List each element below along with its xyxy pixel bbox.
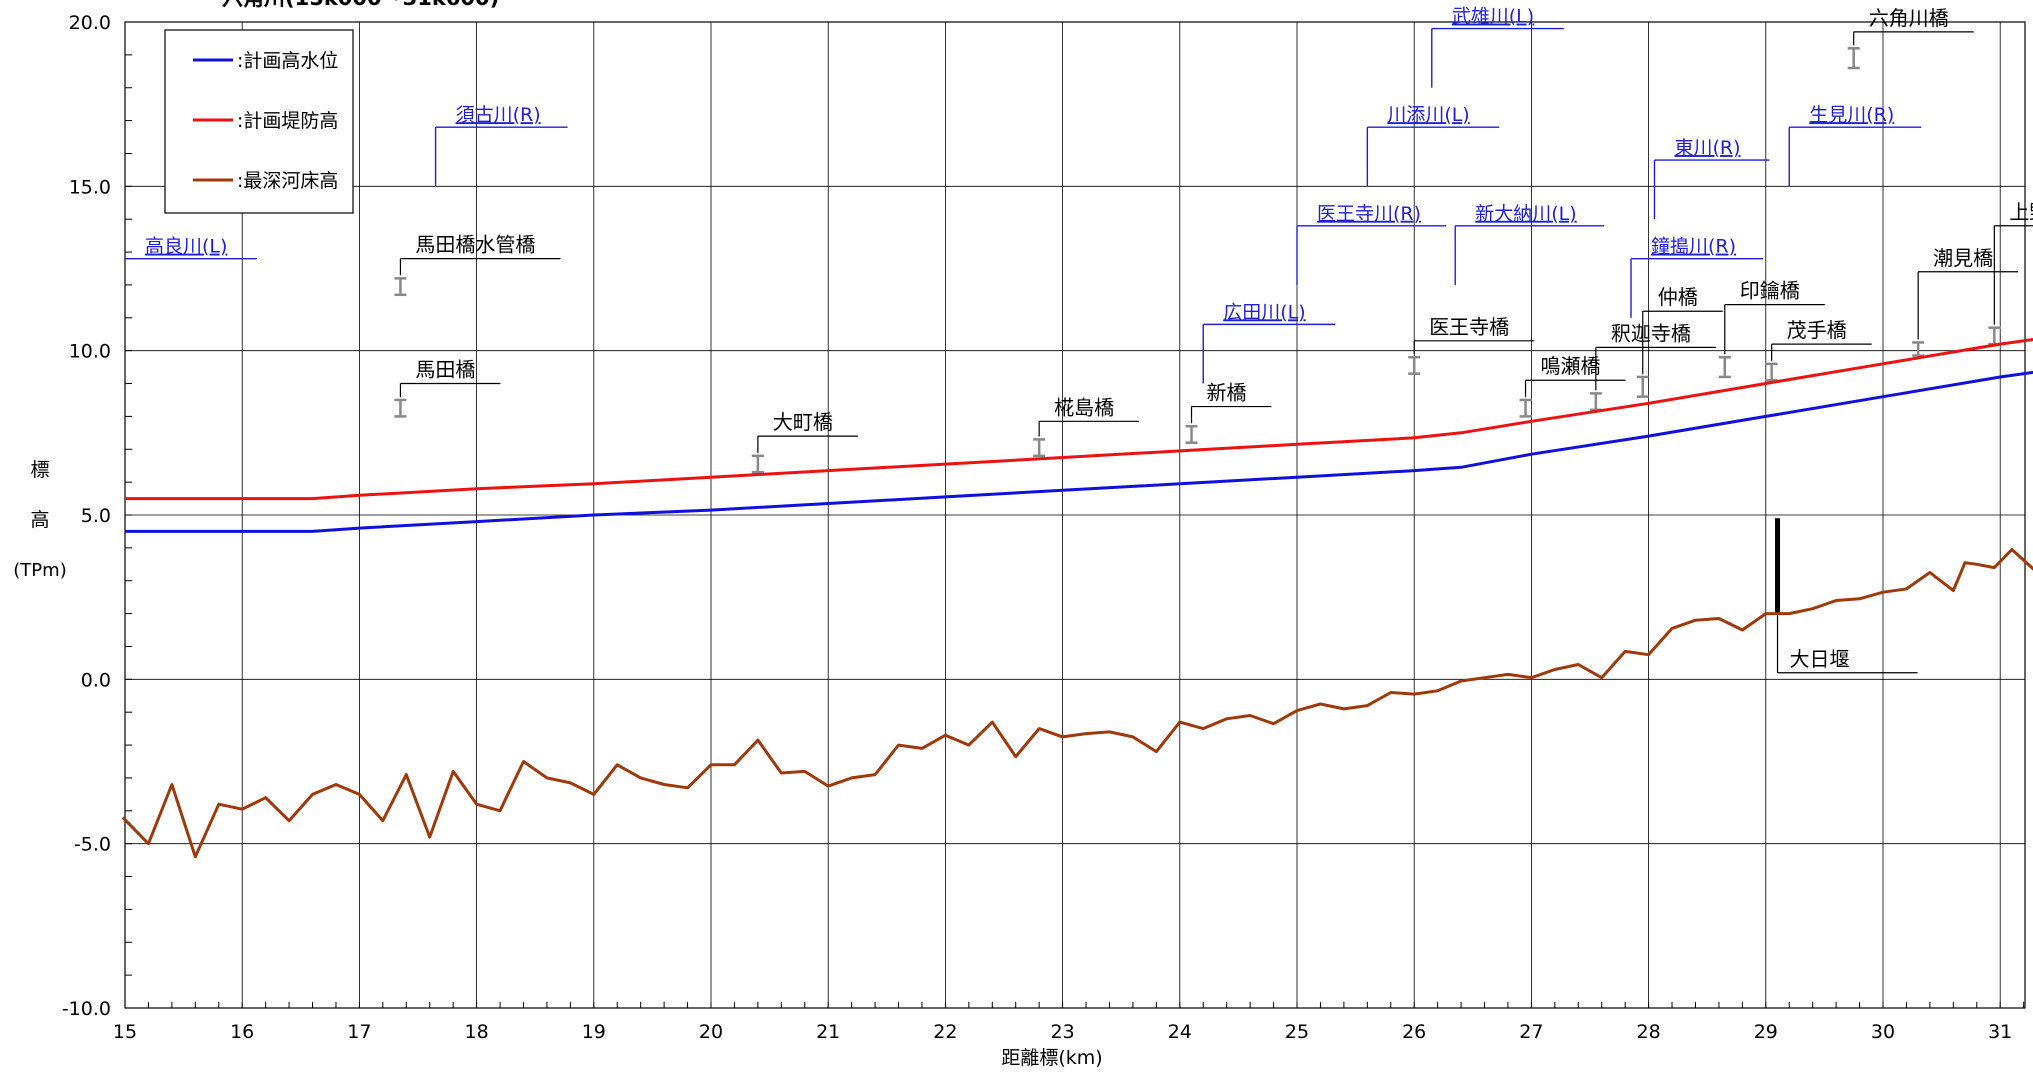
series-lines [121,337,2033,859]
series-line-1 [125,370,2033,533]
x-tick-label: 20 [699,1021,723,1043]
x-tick-label: 24 [1168,1021,1192,1043]
y-tick-label: -10.0 [62,998,111,1020]
bridge-label: 印鑰橋 [1740,279,1800,303]
x-tick-label: 15 [113,1021,137,1043]
x-tick-label: 30 [1871,1021,1895,1043]
tributary-label: 新大納川(L) [1475,203,1576,225]
x-tick-label: 22 [933,1021,957,1043]
bridge-label: 大町橋 [773,410,833,434]
legend-label: :計画堤防高 [237,110,338,132]
bridge-label: 椛島橋 [1054,395,1114,419]
series-line-2 [125,337,2033,501]
y-axis-label-char-2: 高 [30,509,49,531]
tributary-label: 川添川(L) [1387,104,1469,126]
x-tick-label: 26 [1402,1021,1426,1043]
x-tick-label: 19 [582,1021,606,1043]
bridge-label: 鳴瀬橋 [1541,354,1601,378]
bridge-label: 釈迦寺橋 [1611,321,1691,345]
x-tick-label: 21 [816,1021,840,1043]
y-tick-label: 15.0 [69,176,111,198]
tributary-label: 武雄川(L) [1452,6,1534,28]
bridge-label: 潮見橋 [1933,246,1993,270]
annotations: 高良川(L) 須古川(R) 広田川(L) 医王寺川(R) 川添川(L) 武雄川(L) 新大納… [125,6,2033,674]
x-tick-label: 18 [465,1021,489,1043]
x-tick-label: 27 [1519,1021,1543,1043]
x-tick-label: 23 [1051,1021,1075,1043]
tributary-label: 高良川(L) [145,236,227,258]
x-tick-label: 28 [1637,1021,1661,1043]
tributary-label: 東川(R) [1674,137,1740,159]
tributary-label: 鐘搗川(R) [1651,236,1736,258]
x-tick-label: 25 [1285,1021,1309,1043]
tributary-label: 医王寺川(R) [1317,203,1421,225]
y-tick-label: 5.0 [81,505,111,527]
axes: 15 16 17 18 19 20 21 22 23 24 25 26 27 28 29 30 31 -10.0 -… [62,12,2025,1043]
y-tick-label: -5.0 [74,834,111,856]
bridge-label: 馬田橋 [415,358,475,382]
x-tick-label: 31 [1988,1021,2012,1043]
legend-label: :計画高水位 [237,50,338,72]
x-tick-label: 29 [1754,1021,1778,1043]
bridge-label: 六角川橋 [1869,6,1949,30]
tributary-label: 須古川(R) [456,104,541,126]
y-axis-label-unit: (TPm) [13,560,66,581]
series-line-3 [121,548,2033,859]
tributary-label: 広田川(L) [1223,301,1305,323]
bridge-label: 茂手橋 [1787,318,1847,342]
y-tick-label: 0.0 [81,669,111,691]
legend-label: :最深河床高 [237,170,338,192]
weir-label: 大日堰 [1790,647,1850,671]
x-axis-label: 距離標(km) [1001,1047,1102,1069]
legend: :計画高水位 :計画堤防高 :最深河床高 [164,29,354,214]
bridge-label: 仲橋 [1658,285,1698,309]
bridge-label: 馬田橋水管橋 [415,233,535,257]
bridge-label: 新橋 [1207,381,1247,405]
x-tick-label: 17 [347,1021,371,1043]
bridge-label: 医王寺橋 [1429,315,1509,339]
x-tick-label: 16 [230,1021,254,1043]
bridge-label: 上野橋 [2009,200,2033,224]
y-axis-label-char-1: 標 [30,459,49,481]
grid-lines [124,21,2026,1009]
y-tick-label: 10.0 [69,341,111,363]
chart-title: 六角川(15k000～31k600) [222,0,499,10]
tributary-label: 生見川(R) [1809,104,1894,126]
y-tick-label: 20.0 [69,12,111,34]
